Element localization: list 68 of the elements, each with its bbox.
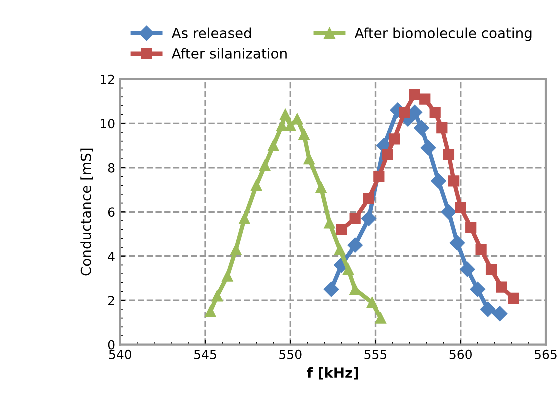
- point: [420, 94, 431, 105]
- legend-label: After biomolecule coating: [354, 28, 532, 42]
- y-axis-title: Conductance [mS]: [80, 148, 94, 276]
- x-tick-label: 550: [280, 350, 302, 360]
- point: [336, 224, 348, 236]
- point: [334, 244, 346, 256]
- point: [324, 218, 336, 229]
- x-tick-label: 560: [450, 350, 472, 360]
- y-tick-label: 6: [108, 208, 115, 218]
- point: [361, 211, 377, 226]
- point: [342, 264, 354, 276]
- point: [239, 213, 250, 224]
- point: [448, 176, 460, 187]
- y-tick-label: 8: [108, 163, 115, 173]
- point: [348, 238, 363, 253]
- point: [480, 302, 496, 318]
- y-tick-label: 0: [108, 340, 115, 350]
- point: [409, 89, 420, 100]
- point: [230, 244, 242, 256]
- point: [363, 193, 375, 204]
- point: [496, 282, 508, 293]
- point: [268, 140, 280, 152]
- point: [366, 297, 378, 308]
- point: [205, 306, 216, 318]
- point: [460, 262, 476, 278]
- point: [414, 120, 430, 136]
- point: [375, 312, 386, 324]
- y-tick-label: 2: [108, 296, 114, 306]
- point: [470, 282, 486, 298]
- point: [212, 290, 223, 302]
- point: [443, 149, 455, 160]
- point: [508, 292, 520, 304]
- y-tick-label: 12: [101, 74, 114, 84]
- point: [431, 174, 446, 189]
- x-axis-title: f [kHz]: [307, 367, 358, 380]
- point: [298, 129, 310, 140]
- x-tick-label: 545: [194, 350, 216, 360]
- point: [260, 160, 271, 172]
- x-tick-label: 565: [535, 350, 557, 360]
- point: [382, 149, 394, 160]
- point: [374, 171, 385, 182]
- point: [276, 120, 288, 132]
- point: [316, 182, 327, 194]
- point: [251, 180, 262, 192]
- x-tick-label: 540: [109, 350, 132, 360]
- point: [430, 107, 441, 118]
- point: [420, 140, 436, 156]
- y-tick-label: 10: [101, 119, 115, 129]
- point: [436, 122, 448, 134]
- point: [486, 264, 498, 276]
- point: [324, 282, 340, 298]
- x-tick-label: 555: [364, 350, 387, 360]
- point: [399, 107, 410, 118]
- point: [450, 236, 466, 251]
- point: [350, 213, 361, 224]
- point: [492, 306, 508, 322]
- point: [388, 134, 400, 145]
- y-tick-label: 4: [108, 252, 115, 262]
- legend-label: After silanization: [172, 48, 287, 59]
- point: [441, 204, 457, 220]
- point: [350, 284, 361, 296]
- point: [476, 244, 487, 256]
- legend-label: As released: [172, 28, 252, 39]
- point: [285, 120, 296, 132]
- point: [466, 222, 477, 234]
- point: [222, 270, 234, 282]
- point: [280, 109, 292, 120]
- point: [455, 202, 466, 214]
